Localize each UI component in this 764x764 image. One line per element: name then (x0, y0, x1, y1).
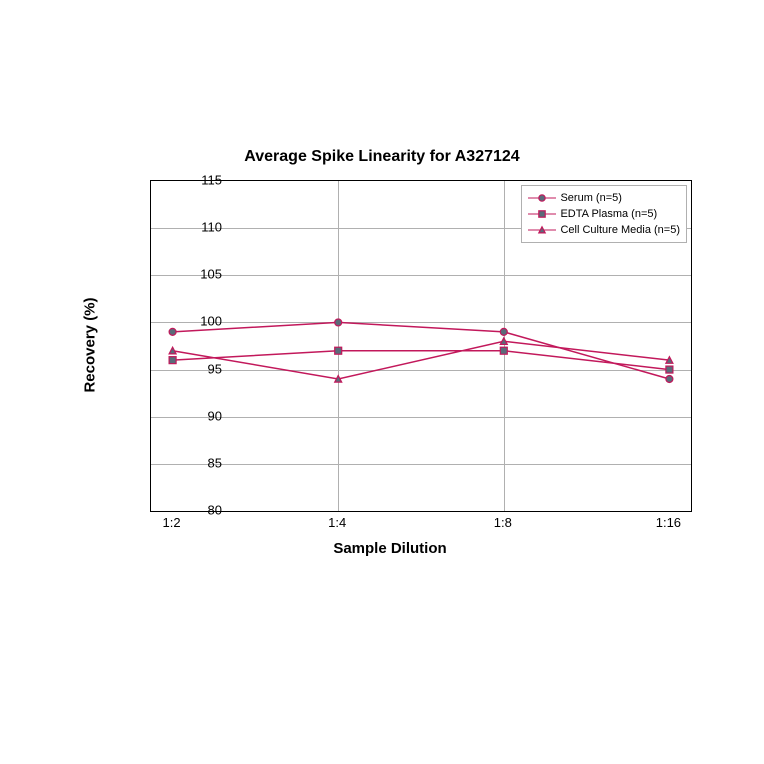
series-line (173, 341, 670, 379)
chart-title: Average Spike Linearity for A327124 (0, 148, 764, 166)
legend-marker-icon (528, 191, 556, 205)
ytick-label: 85 (182, 455, 222, 470)
series-marker (666, 376, 673, 383)
series-marker (335, 319, 342, 326)
xtick-label: 1:4 (328, 515, 346, 530)
legend-marker-icon (528, 207, 556, 221)
ytick-label: 115 (182, 173, 222, 188)
legend-row: Serum (n=5) (528, 190, 680, 206)
series-marker (169, 328, 176, 335)
legend-row: Cell Culture Media (n=5) (528, 222, 680, 238)
series-marker (500, 347, 507, 354)
y-axis-label: Recovery (%) (82, 297, 99, 392)
ytick-label: 95 (182, 361, 222, 376)
xtick-label: 1:16 (656, 515, 681, 530)
series-marker (666, 366, 673, 373)
legend-row: EDTA Plasma (n=5) (528, 206, 680, 222)
chart-container: Recovery (%) Sample Dilution Serum (n=5)… (80, 170, 700, 590)
legend: Serum (n=5) EDTA Plasma (n=5) Cell Culture… (521, 185, 687, 243)
ytick-label: 80 (182, 503, 222, 518)
legend-label: Cell Culture Media (n=5) (560, 224, 680, 236)
series-marker (500, 328, 507, 335)
ytick-label: 90 (182, 408, 222, 423)
series-marker (335, 347, 342, 354)
ytick-label: 110 (182, 220, 222, 235)
series-marker (169, 357, 176, 364)
plot-area: Serum (n=5) EDTA Plasma (n=5) Cell Culture… (150, 180, 692, 512)
ytick-label: 100 (182, 314, 222, 329)
legend-label: Serum (n=5) (560, 192, 621, 204)
xtick-label: 1:2 (163, 515, 181, 530)
ytick-label: 105 (182, 267, 222, 282)
legend-label: EDTA Plasma (n=5) (560, 208, 657, 220)
x-axis-label: Sample Dilution (80, 540, 700, 557)
xtick-label: 1:8 (494, 515, 512, 530)
legend-marker-icon (528, 223, 556, 237)
